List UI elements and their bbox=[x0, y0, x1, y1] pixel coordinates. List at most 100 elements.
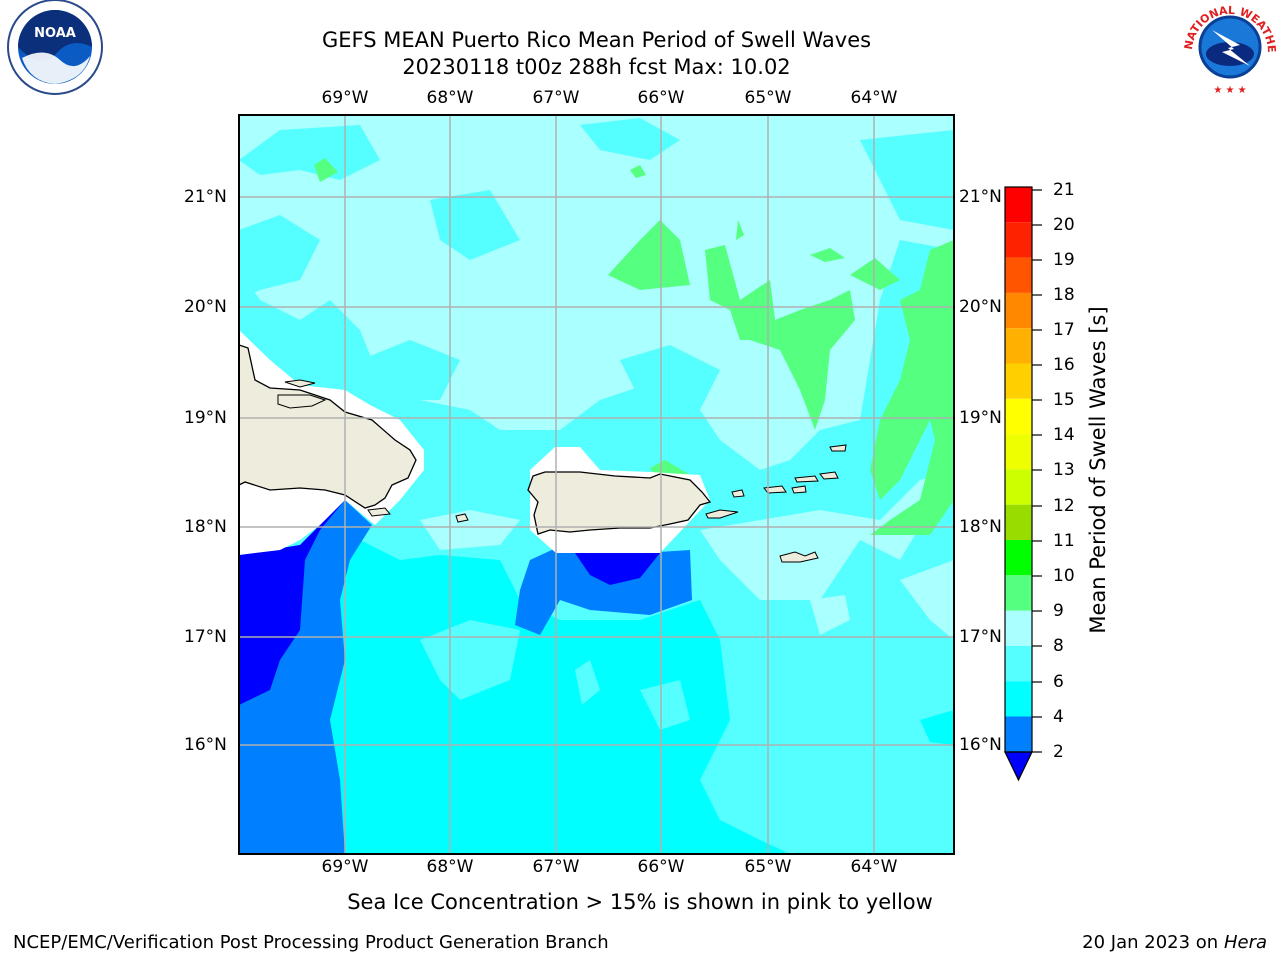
lon-label-top-67w: 67°W bbox=[532, 88, 580, 108]
contour-6-8s-b bbox=[239, 215, 320, 300]
nws-logo: NATIONAL WEATHER SERVICE ★ ★ ★ bbox=[0, 0, 1278, 96]
contour-9-10s-b bbox=[705, 245, 855, 430]
colorbar-tick-15: 15 bbox=[1053, 390, 1075, 410]
land-tortola bbox=[794, 475, 819, 483]
lat-label-right-21n: 21°N bbox=[959, 187, 1002, 207]
credit-branch: NCEP/EMC/Verification Post Processing Pr… bbox=[13, 932, 609, 953]
credit-date-text: 20 Jan 2023 on bbox=[1082, 932, 1224, 953]
map-subtitle: 20230118 t00z 288h fcst Max: 10.02 bbox=[402, 55, 791, 79]
contour-9-10s-g bbox=[630, 165, 646, 178]
contour-6-8s-e bbox=[360, 340, 460, 400]
contour-4-6s bbox=[239, 520, 790, 854]
lat-gridlines bbox=[239, 196, 954, 746]
land-saona bbox=[367, 507, 391, 517]
colorbar-tick-8: 8 bbox=[1053, 636, 1064, 656]
land-mona bbox=[455, 513, 469, 523]
colorbar-tick-14: 14 bbox=[1053, 425, 1075, 445]
lat-label-left-16n: 16°N bbox=[184, 735, 227, 755]
noaa-logo: NOAA bbox=[7, 0, 103, 95]
colorbar-tick-11: 11 bbox=[1053, 531, 1075, 551]
contour-6-8s-c bbox=[580, 118, 680, 160]
contour-8-9s-se bbox=[900, 560, 954, 640]
contour-6-8s-d bbox=[430, 190, 520, 260]
lon-label-bottom-65w: 65°W bbox=[744, 857, 792, 877]
contour-6-8s-south-c bbox=[640, 680, 690, 730]
lat-label-right-20n: 20°N bbox=[959, 297, 1002, 317]
colorbar-tick-20: 20 bbox=[1053, 215, 1075, 235]
svg-text:★ ★ ★: ★ ★ ★ bbox=[1213, 85, 1246, 96]
lat-label-right-17n: 17°N bbox=[959, 627, 1002, 647]
lon-label-top-65w: 65°W bbox=[744, 88, 792, 108]
contour-9-10s-e bbox=[736, 220, 744, 240]
contour-6-8s-h bbox=[600, 400, 690, 450]
lon-label-bottom-69w: 69°W bbox=[321, 857, 369, 877]
lat-label-left-19n: 19°N bbox=[184, 408, 227, 428]
map-frame bbox=[238, 114, 955, 855]
contour-9-10s-a bbox=[608, 220, 690, 290]
land-culebra bbox=[731, 489, 745, 498]
land-puerto-rico bbox=[527, 471, 712, 535]
contour-2-4s-south bbox=[515, 548, 692, 635]
colorbar-tick-4: 4 bbox=[1053, 707, 1064, 727]
contour-8-9s-south bbox=[810, 595, 850, 635]
lat-label-right-19n: 19°N bbox=[959, 408, 1002, 428]
land-virgin-gorda bbox=[819, 471, 839, 480]
lat-label-right-16n: 16°N bbox=[959, 735, 1002, 755]
land-st-john bbox=[791, 485, 807, 494]
colorbar-tick-19: 19 bbox=[1053, 250, 1075, 270]
colorbar-tick-18: 18 bbox=[1053, 285, 1075, 305]
swell-period-field bbox=[239, 115, 954, 854]
land-hispaniola bbox=[239, 344, 417, 509]
lon-label-top-68w: 68°W bbox=[426, 88, 474, 108]
svg-text:NATIONAL WEATHER SERVICE: NATIONAL WEATHER SERVICE bbox=[0, 0, 1278, 53]
colorbar-tick-12: 12 bbox=[1053, 496, 1075, 516]
credit-machine: Hera bbox=[1223, 932, 1267, 953]
contour-6-8s-south-b bbox=[575, 660, 600, 705]
sea-ice-caption: Sea Ice Concentration > 15% is shown in … bbox=[347, 890, 933, 914]
contour-6-8s-south-f bbox=[920, 710, 954, 745]
lon-label-bottom-67w: 67°W bbox=[532, 857, 580, 877]
land-st-croix bbox=[779, 551, 819, 563]
colorbar-tick-6: 6 bbox=[1053, 672, 1064, 692]
contour-9-10s-d bbox=[810, 248, 845, 262]
lon-label-bottom-68w: 68°W bbox=[426, 857, 474, 877]
lon-gridlines bbox=[344, 115, 875, 854]
land-anegada bbox=[829, 444, 847, 452]
lon-label-top-66w: 66°W bbox=[637, 88, 685, 108]
colorbar-label: Mean Period of Swell Waves [s] bbox=[1086, 306, 1110, 634]
contour-9-10s-h bbox=[870, 240, 954, 535]
credit-date: 20 Jan 2023 on Hera bbox=[1082, 932, 1267, 953]
colorbar-tick-2: 2 bbox=[1053, 742, 1064, 762]
contour-6-8s-f bbox=[620, 345, 720, 410]
contour-6-8s-south-a bbox=[420, 620, 520, 700]
colorbar bbox=[1004, 186, 1042, 782]
colorbar-tick-16: 16 bbox=[1053, 355, 1075, 375]
contour-9-10s-f bbox=[314, 158, 338, 182]
colorbar-tick-9: 9 bbox=[1053, 601, 1064, 621]
contour-6-8s-g bbox=[860, 130, 954, 230]
contour-8-9s-east bbox=[700, 470, 954, 600]
lon-label-bottom-66w: 66°W bbox=[637, 857, 685, 877]
lat-label-left-21n: 21°N bbox=[184, 187, 227, 207]
land-north-coast-bump bbox=[277, 394, 327, 409]
contour-6-8s-south-e bbox=[900, 760, 954, 854]
contour-9-10s-c bbox=[850, 258, 900, 290]
lat-label-left-18n: 18°N bbox=[184, 517, 227, 537]
contour-8-9s-west bbox=[420, 510, 520, 550]
contour-6-8s-south-d bbox=[790, 780, 840, 835]
colorbar-tick-10: 10 bbox=[1053, 566, 1075, 586]
land-vieques bbox=[705, 509, 739, 519]
lon-label-top-69w: 69°W bbox=[321, 88, 369, 108]
lat-label-left-17n: 17°N bbox=[184, 627, 227, 647]
lon-label-bottom-64w: 64°W bbox=[850, 857, 898, 877]
colorbar-tick-21: 21 bbox=[1053, 180, 1075, 200]
lat-label-right-18n: 18°N bbox=[959, 517, 1002, 537]
svg-text:NOAA: NOAA bbox=[34, 26, 76, 41]
map-title: GEFS MEAN Puerto Rico Mean Period of Swe… bbox=[321, 28, 872, 52]
contour-below-2s-south bbox=[575, 553, 660, 585]
colorbar-tick-13: 13 bbox=[1053, 460, 1075, 480]
lon-label-top-64w: 64°W bbox=[850, 88, 898, 108]
lat-label-left-20n: 20°N bbox=[184, 297, 227, 317]
land-tortuga bbox=[284, 379, 316, 388]
